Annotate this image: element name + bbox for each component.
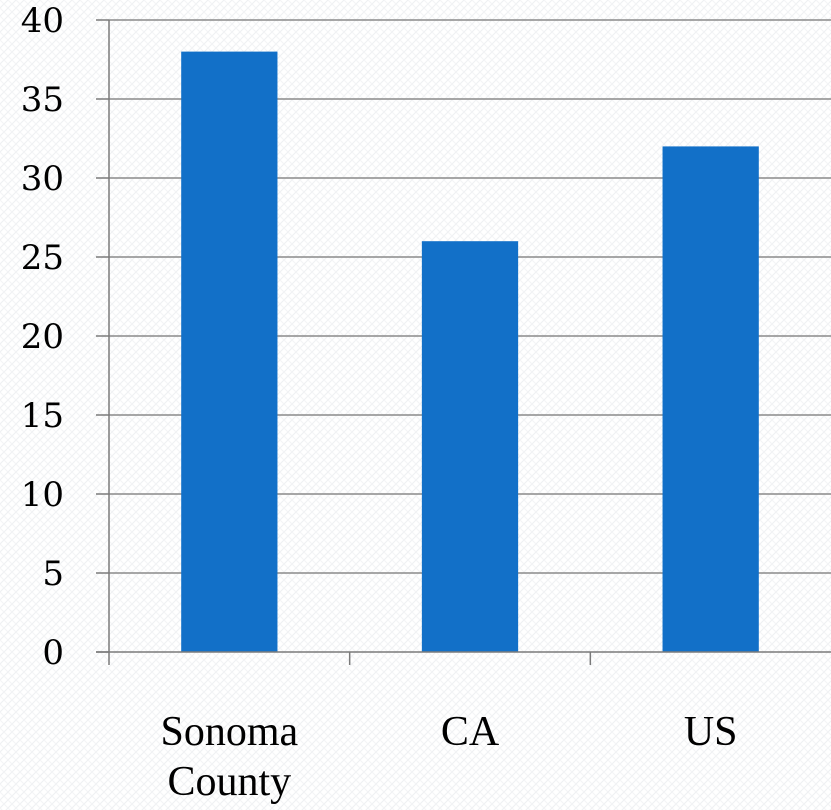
x-category-label-line: CA <box>441 709 500 755</box>
bar-us <box>662 146 759 652</box>
bar-sonoma-county <box>181 51 278 653</box>
x-category-labels: Sonoma County CA US <box>160 709 737 805</box>
axes <box>96 19 831 665</box>
y-tick-label-35: 35 <box>21 80 64 120</box>
y-tick-label-25: 25 <box>21 238 64 278</box>
y-tick-label-5: 5 <box>42 554 64 594</box>
x-category-label-line: Sonoma <box>160 709 298 755</box>
y-tick-label-20: 20 <box>21 317 64 357</box>
y-tick-label-40: 40 <box>21 1 64 41</box>
x-category-label-us: US <box>684 709 738 755</box>
y-tick-label-10: 10 <box>21 475 64 515</box>
y-tick-labels: 0 5 10 15 20 25 30 35 40 <box>21 1 64 673</box>
y-tick-label-15: 15 <box>21 396 64 436</box>
x-category-label-ca: CA <box>441 709 500 755</box>
x-category-label-line: US <box>684 709 738 755</box>
bar-ca <box>421 241 519 652</box>
x-category-label-line: County <box>167 759 291 805</box>
bars <box>181 51 759 653</box>
x-category-label-sonoma-county: Sonoma County <box>160 709 298 805</box>
y-tick-label-30: 30 <box>21 159 64 199</box>
y-tick-label-0: 0 <box>42 633 64 673</box>
